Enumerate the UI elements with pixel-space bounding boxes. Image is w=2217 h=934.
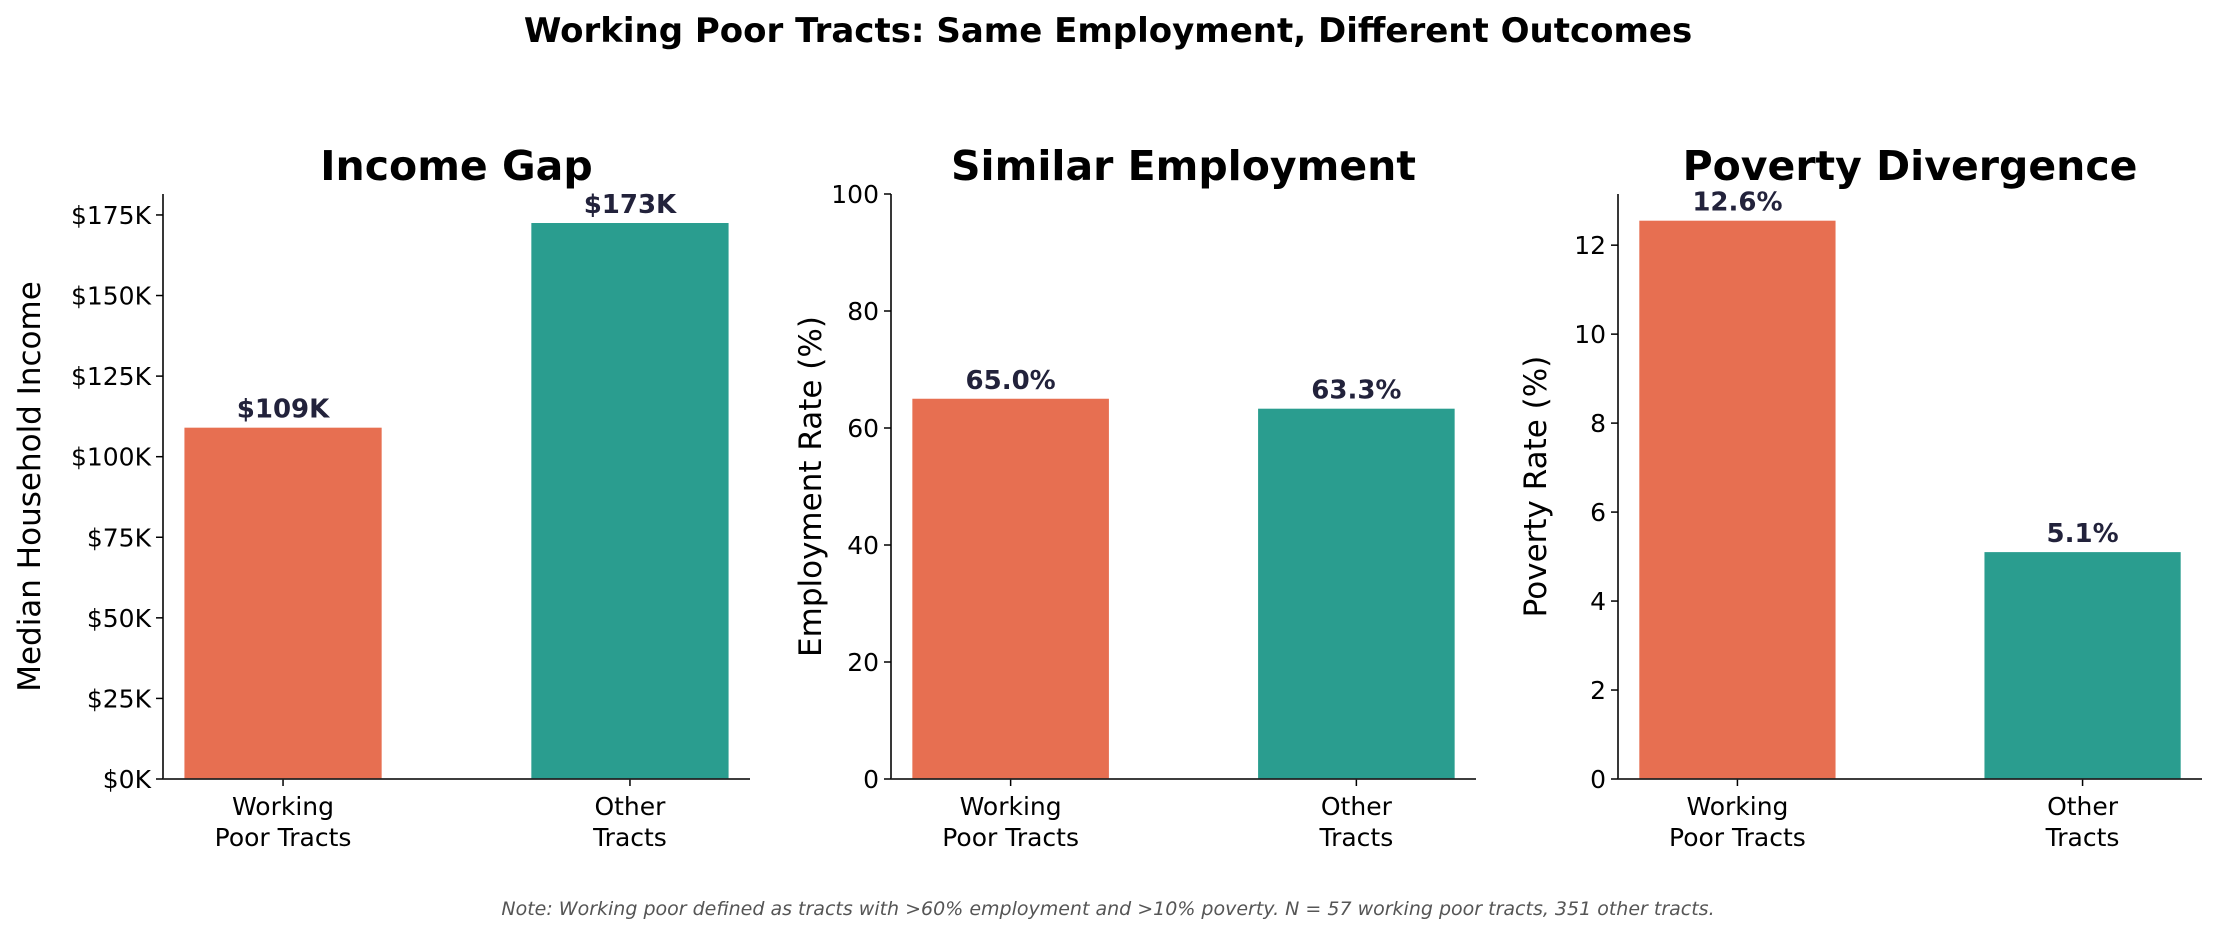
y-tick-label: $175K	[71, 201, 152, 230]
x-tick-label: Working	[960, 792, 1062, 821]
y-tick-label: $100K	[71, 443, 152, 472]
y-tick-label: 60	[847, 414, 879, 443]
panel-title: Income Gap	[320, 142, 592, 190]
y-axis-label: Employment Rate (%)	[793, 316, 829, 657]
y-axis-label: Poverty Rate (%)	[1518, 356, 1554, 618]
bar-other	[531, 223, 729, 779]
y-tick-label: 0	[863, 765, 879, 794]
y-tick-label: $75K	[87, 523, 152, 552]
footnote: Note: Working poor defined as tracts wit…	[501, 898, 1714, 920]
x-tick-label: Other	[2047, 792, 2119, 821]
y-tick-label: $0K	[103, 765, 152, 794]
bar-data-label: 5.1%	[2047, 519, 2119, 549]
bar-other	[1258, 408, 1455, 779]
bar-data-label: $173K	[584, 190, 677, 220]
x-tick-label: Other	[1321, 792, 1393, 821]
x-tick-label: Other	[594, 792, 666, 821]
y-tick-label: 2	[1590, 676, 1606, 705]
bar-working-poor	[912, 398, 1109, 779]
figure-title: Working Poor Tracts: Same Employment, Di…	[524, 11, 1692, 51]
panel-title: Similar Employment	[951, 142, 1416, 190]
y-tick-label: $50K	[87, 604, 152, 633]
bar-data-label: $109K	[237, 395, 330, 425]
bar-working-poor	[184, 427, 382, 779]
y-tick-label: $125K	[71, 362, 152, 391]
y-tick-label: 100	[831, 180, 879, 209]
y-tick-label: 80	[847, 297, 879, 326]
y-tick-label: 8	[1590, 409, 1606, 438]
y-tick-label: 12	[1574, 231, 1606, 260]
bar-data-label: 65.0%	[966, 366, 1056, 396]
panel-title: Poverty Divergence	[1683, 142, 2138, 190]
x-tick-label: Poor Tracts	[942, 823, 1079, 852]
x-tick-label: Poor Tracts	[1669, 823, 1806, 852]
x-tick-label: Working	[232, 792, 334, 821]
y-tick-label: $150K	[71, 282, 152, 311]
x-tick-label: Tracts	[592, 823, 667, 852]
bar-other	[1984, 552, 2181, 779]
x-tick-label: Tracts	[1318, 823, 1393, 852]
y-tick-label: 40	[847, 531, 879, 560]
x-tick-label: Tracts	[2045, 823, 2120, 852]
x-tick-label: Poor Tracts	[215, 823, 352, 852]
bar-working-poor	[1639, 220, 1836, 779]
y-tick-label: $25K	[87, 684, 152, 713]
y-tick-label: 10	[1574, 320, 1606, 349]
y-tick-label: 20	[847, 648, 879, 677]
bar-data-label: 12.6%	[1692, 188, 1782, 218]
y-tick-label: 4	[1590, 587, 1606, 616]
x-tick-label: Working	[1686, 792, 1788, 821]
y-axis-label: Median Household Income	[12, 281, 48, 692]
y-tick-label: 0	[1590, 765, 1606, 794]
bar-data-label: 63.3%	[1311, 376, 1401, 406]
y-tick-label: 6	[1590, 498, 1606, 527]
